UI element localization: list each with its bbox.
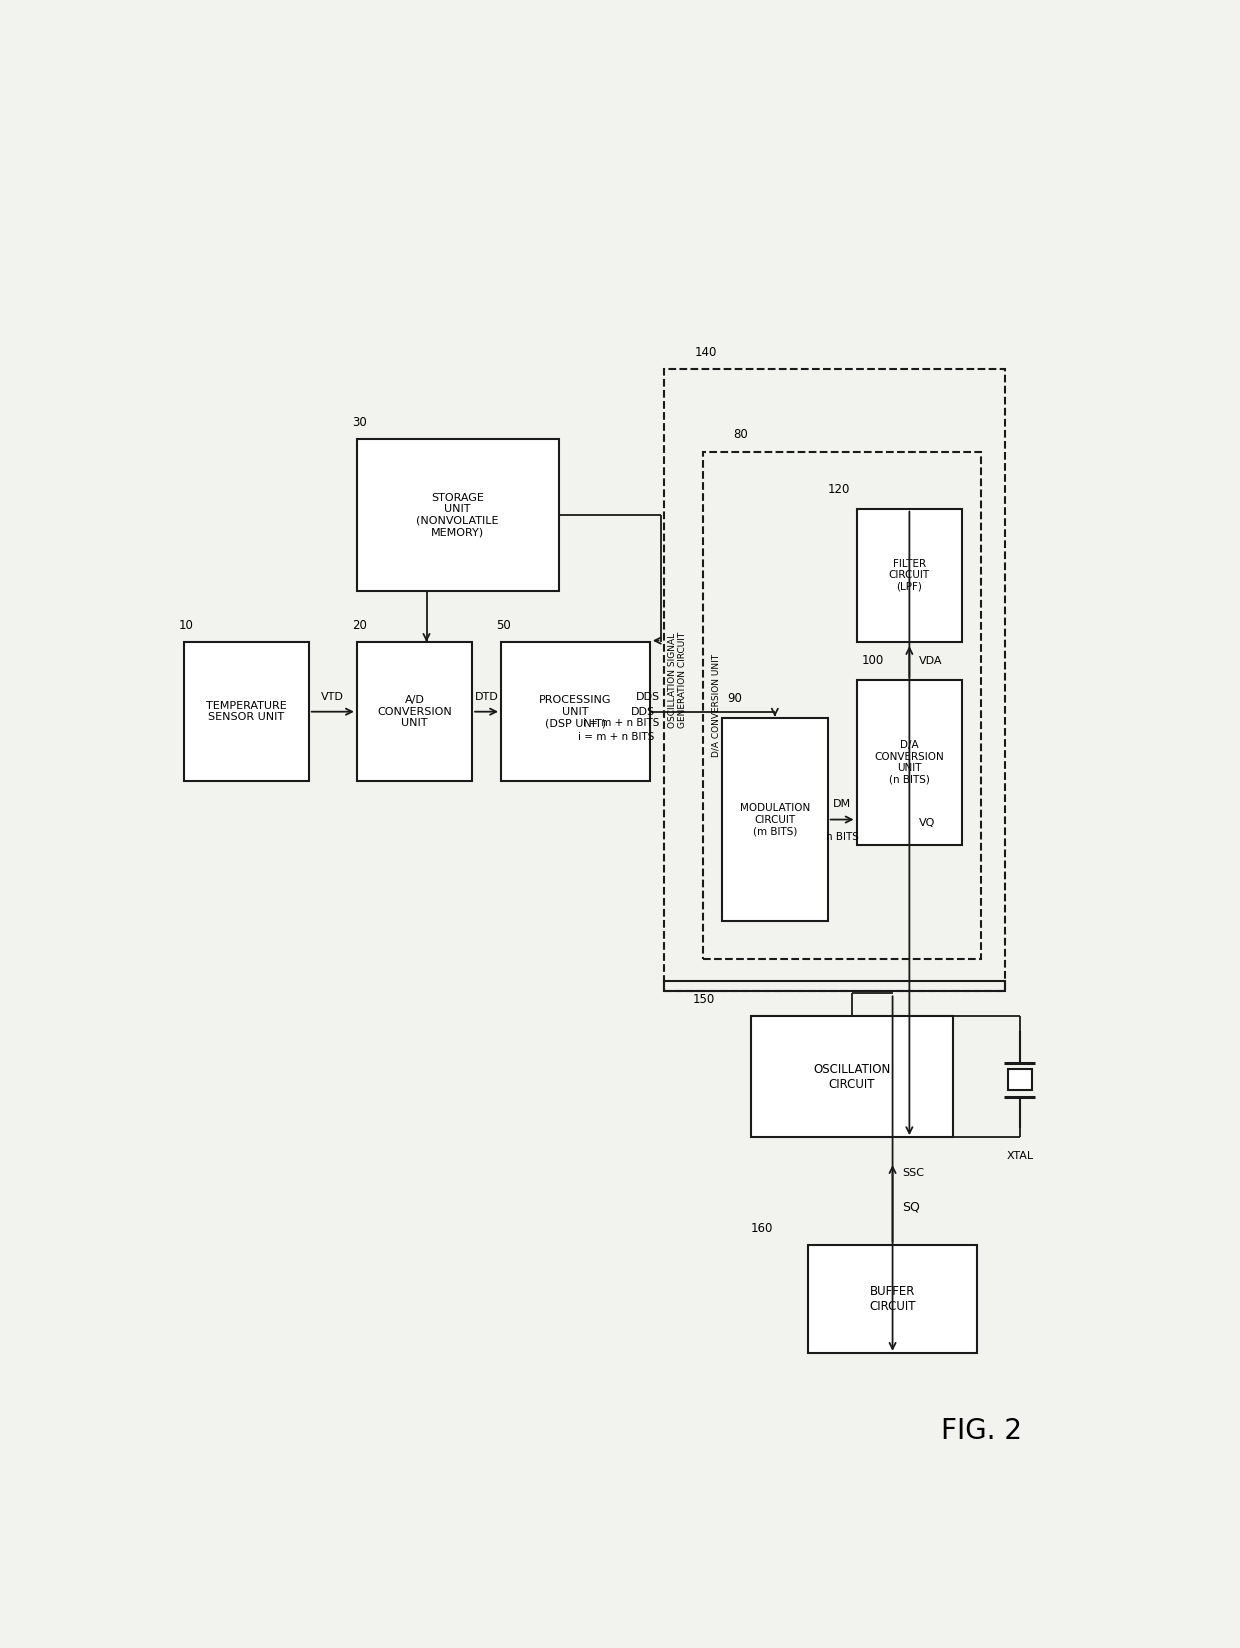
Text: SQ: SQ: [903, 1200, 920, 1213]
FancyBboxPatch shape: [357, 643, 472, 781]
Text: SSC: SSC: [903, 1168, 924, 1178]
FancyBboxPatch shape: [857, 509, 962, 643]
Text: 50: 50: [496, 618, 511, 631]
Text: D/A CONVERSION UNIT: D/A CONVERSION UNIT: [712, 654, 720, 756]
Text: 30: 30: [352, 415, 367, 428]
Text: DTD: DTD: [475, 692, 498, 702]
Text: 140: 140: [696, 346, 718, 359]
FancyBboxPatch shape: [357, 438, 558, 592]
Text: 20: 20: [352, 618, 367, 631]
Text: BUFFER
CIRCUIT: BUFFER CIRCUIT: [869, 1284, 916, 1312]
Text: OSCILLATION
CIRCUIT: OSCILLATION CIRCUIT: [813, 1063, 890, 1091]
Text: 10: 10: [179, 618, 193, 631]
Text: PROCESSING
UNIT
(DSP UNIT): PROCESSING UNIT (DSP UNIT): [539, 695, 611, 728]
Text: DDS: DDS: [631, 707, 655, 717]
Text: VQ: VQ: [919, 817, 935, 827]
Text: 150: 150: [693, 994, 715, 1005]
Text: A/D
CONVERSION
UNIT: A/D CONVERSION UNIT: [377, 695, 451, 728]
Text: 80: 80: [734, 428, 748, 442]
Text: MODULATION
CIRCUIT
(m BITS): MODULATION CIRCUIT (m BITS): [740, 803, 810, 836]
Text: TEMPERATURE
SENSOR UNIT: TEMPERATURE SENSOR UNIT: [206, 700, 286, 722]
Text: 100: 100: [862, 654, 884, 667]
FancyBboxPatch shape: [1008, 1070, 1032, 1091]
FancyBboxPatch shape: [501, 643, 650, 781]
FancyBboxPatch shape: [751, 1017, 952, 1137]
FancyBboxPatch shape: [808, 1244, 977, 1353]
Text: D/A
CONVERSION
UNIT
(n BITS): D/A CONVERSION UNIT (n BITS): [874, 740, 945, 784]
Text: OSCILLATION SIGNAL
GENERATION CIRCUIT: OSCILLATION SIGNAL GENERATION CIRCUIT: [668, 631, 687, 728]
Text: STORAGE
UNIT
(NONVOLATILE
MEMORY): STORAGE UNIT (NONVOLATILE MEMORY): [417, 493, 498, 537]
Text: VTD: VTD: [321, 692, 345, 702]
FancyBboxPatch shape: [184, 643, 309, 781]
FancyBboxPatch shape: [722, 719, 828, 921]
Text: 160: 160: [751, 1221, 774, 1234]
Text: 120: 120: [828, 483, 851, 496]
Text: i = m + n BITS: i = m + n BITS: [578, 732, 655, 742]
Text: n BITS: n BITS: [826, 832, 858, 842]
Text: FIG. 2: FIG. 2: [941, 1417, 1022, 1445]
Text: DM: DM: [833, 799, 851, 809]
Text: 90: 90: [727, 692, 742, 705]
Text: FILTER
CIRCUIT
(LPF): FILTER CIRCUIT (LPF): [889, 559, 930, 592]
FancyBboxPatch shape: [857, 681, 962, 845]
Text: i = m + n BITS: i = m + n BITS: [583, 719, 660, 728]
Text: XTAL: XTAL: [1007, 1150, 1033, 1160]
Text: DDS: DDS: [635, 692, 660, 702]
Text: VDA: VDA: [919, 656, 942, 666]
